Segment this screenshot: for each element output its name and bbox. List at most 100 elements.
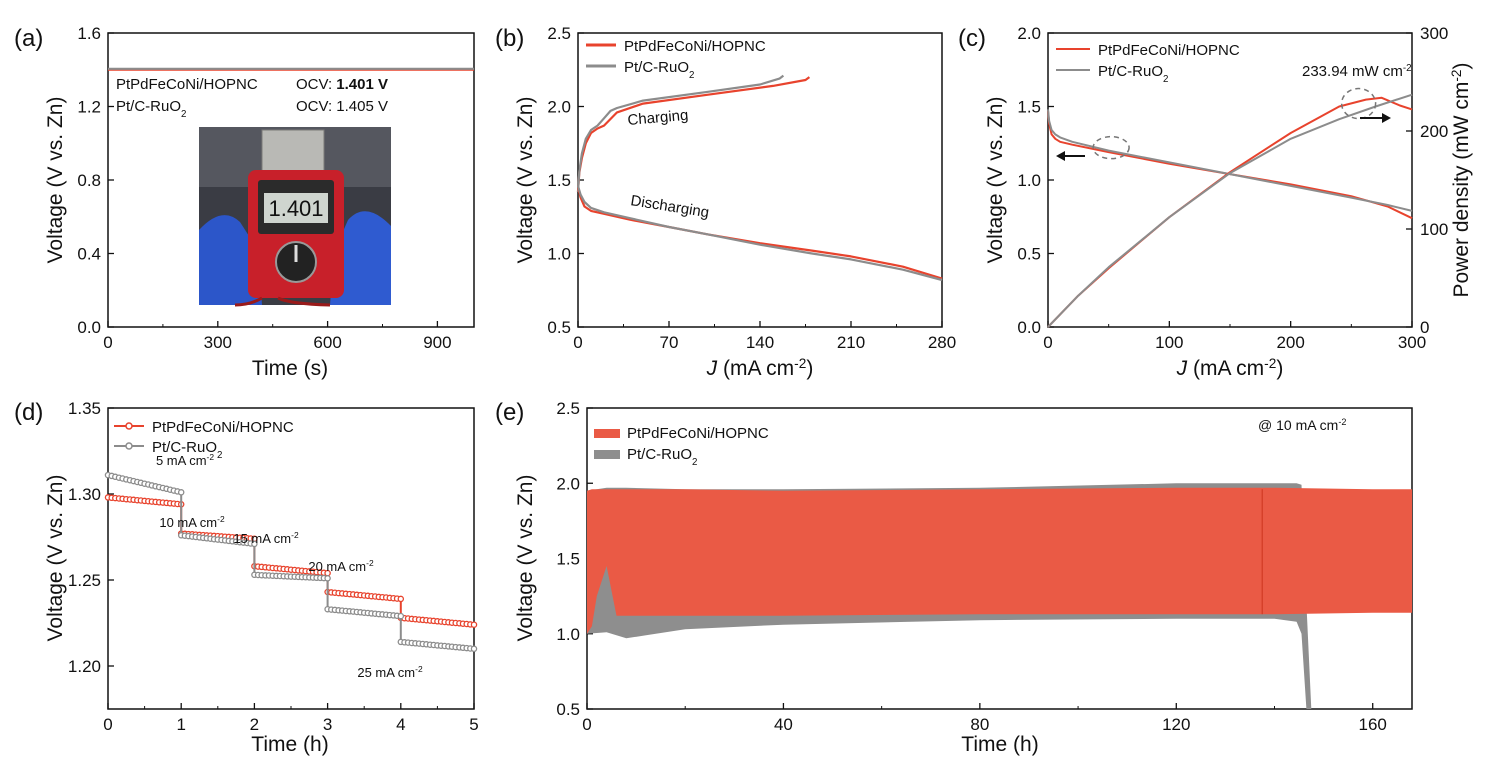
y-tick-label: 0.8 <box>77 171 101 190</box>
left-glove <box>199 215 262 305</box>
legend-swatch <box>594 450 620 459</box>
series-line <box>576 74 785 192</box>
x-axis-title: J (mA cm-2) <box>706 356 814 381</box>
y-axis-title: Voltage (V vs. Zn) <box>44 97 67 264</box>
data-point <box>397 612 405 620</box>
arrow-right-head <box>1382 113 1391 123</box>
y-tick-label: 2.0 <box>556 474 580 493</box>
y-tick-label: 1.0 <box>556 625 580 644</box>
y-tick-label: 0.0 <box>1017 318 1041 337</box>
x-tick-label: 3 <box>323 715 332 734</box>
series-line <box>576 185 943 282</box>
y2-tick-label: 300 <box>1420 24 1448 43</box>
step-current-label: 5 mA cm-2 <box>156 452 214 468</box>
legend-entry: PtPdFeCoNi/HOPNC <box>627 425 769 442</box>
data-point <box>470 621 478 628</box>
x-tick-label: 0 <box>103 333 112 352</box>
y-tick-label: 1.25 <box>68 571 101 590</box>
x-axis-title: Time (h) <box>251 733 328 756</box>
data-point <box>177 489 185 496</box>
step-current-label: 15 mA cm-2 <box>233 530 299 546</box>
y2-tick-label: 100 <box>1420 220 1448 239</box>
legend-entry: PtPdFeCoNi/HOPNC <box>1098 42 1240 59</box>
x-tick-label: 600 <box>313 333 341 352</box>
y-tick-label: 1.2 <box>77 98 101 117</box>
y-tick-label: 1.0 <box>1017 171 1041 190</box>
panel-label-a: (a) <box>14 25 43 52</box>
annotation-max-power: 233.94 mW cm-2 <box>1302 63 1412 81</box>
series-line <box>1047 110 1413 220</box>
panel-label-c: (c) <box>958 25 986 52</box>
y-tick-label: 2.5 <box>547 24 571 43</box>
x-tick-label: 300 <box>1398 333 1426 352</box>
legend-entry: PtPdFeCoNi/HOPNC <box>152 419 294 436</box>
series-line <box>1047 93 1413 328</box>
x-tick-label: 70 <box>660 333 679 352</box>
legend-marker <box>125 442 133 450</box>
y-tick-label: 2.0 <box>547 98 571 117</box>
x-tick-label: 200 <box>1276 333 1304 352</box>
legend-entry: Pt/C-RuO2 <box>624 59 694 81</box>
x-tick-label: 210 <box>837 333 865 352</box>
y-tick-label: 1.5 <box>556 550 580 569</box>
y-tick-label: 1.35 <box>68 399 101 418</box>
x-tick-label: 4 <box>396 715 405 734</box>
x-tick-label: 100 <box>1155 333 1183 352</box>
plot-frame <box>577 32 943 328</box>
x-axis-title: Time (s) <box>252 357 328 380</box>
battery-cell <box>261 129 325 173</box>
annotation-current-density: @ 10 mA cm-2 <box>1258 417 1346 433</box>
x-tick-label: 300 <box>204 333 232 352</box>
legend-entry: Pt/C-RuO2 <box>152 439 222 461</box>
series-line <box>1047 96 1413 328</box>
y2-tick-label: 0 <box>1420 318 1429 337</box>
inset-multimeter-photo: 1.401 <box>199 127 391 307</box>
cycling-band <box>587 487 1412 634</box>
arrow-left-head <box>1056 151 1065 161</box>
dashed-circle-power <box>1340 87 1377 120</box>
data-point <box>397 595 405 603</box>
x-tick-label: 1 <box>176 715 185 734</box>
y-tick-label: 1.0 <box>547 245 571 264</box>
legend-entry: Pt/C-RuO2 <box>1098 63 1168 85</box>
y-tick-label: 2.5 <box>556 399 580 418</box>
x-tick-label: 280 <box>928 333 956 352</box>
x-tick-label: 0 <box>582 715 591 734</box>
step-current-label: 20 mA cm-2 <box>308 558 374 574</box>
y-tick-label: 1.5 <box>1017 98 1041 117</box>
y-axis-title: Voltage (V vs. Zn) <box>984 97 1007 264</box>
y-tick-label: 2.0 <box>1017 24 1041 43</box>
right-glove <box>330 211 391 305</box>
y-tick-label: 1.20 <box>68 657 101 676</box>
x-tick-label: 160 <box>1359 715 1387 734</box>
lcd-reading: 1.401 <box>268 196 323 221</box>
series-line <box>1047 109 1413 212</box>
y-tick-label: 0.0 <box>77 318 101 337</box>
legend-ocv-value: OCV: 1.401 V <box>296 76 388 93</box>
y-tick-label: 1.5 <box>547 171 571 190</box>
x-tick-label: 140 <box>746 333 774 352</box>
legend-entry: Pt/C-RuO2 <box>627 446 697 468</box>
y-axis-title: Voltage (V vs. Zn) <box>514 475 537 642</box>
data-point <box>470 645 478 653</box>
y-axis-title: Voltage (V vs. Zn) <box>44 475 67 642</box>
annotation-discharging: Discharging <box>629 192 710 221</box>
y-tick-label: 1.6 <box>77 24 101 43</box>
x-tick-label: 0 <box>573 333 582 352</box>
step-current-label: 10 mA cm-2 <box>159 514 225 530</box>
y2-tick-label: 200 <box>1420 122 1448 141</box>
x-tick-label: 0 <box>1043 333 1052 352</box>
legend-ocv-value: OCV: 1.405 V <box>296 98 388 115</box>
x-tick-label: 5 <box>469 715 478 734</box>
legend-entry: PtPdFeCoNi/HOPNC <box>624 38 766 55</box>
x-tick-label: 900 <box>423 333 451 352</box>
data-point <box>251 540 258 548</box>
lcd-screen <box>264 193 328 223</box>
y-tick-label: 1.30 <box>68 485 101 504</box>
x-tick-label: 2 <box>250 715 259 734</box>
legend-entry: Pt/C-RuO2 <box>116 98 186 120</box>
step-current-label: 25 mA cm-2 <box>357 664 423 680</box>
x-tick-label: 0 <box>103 715 112 734</box>
y2-axis-title: Power density (mW cm-2) <box>1449 62 1474 297</box>
